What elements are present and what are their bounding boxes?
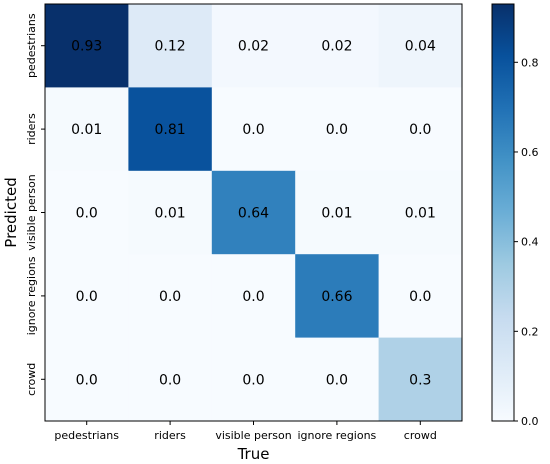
cell-value-label: 0.0 [242, 289, 264, 305]
x-tick-label: visible person [215, 429, 291, 442]
heatmap-cell [295, 170, 380, 255]
heatmap-cell [295, 87, 380, 172]
heatmap-cell [211, 87, 296, 172]
colorbar-tick-label: 0.8 [521, 56, 539, 69]
heatmap-cell [295, 254, 380, 339]
heatmap-cell [378, 254, 463, 339]
heatmap-cells [45, 4, 463, 422]
cell-value-labels: 0.93 0.12 0.02 0.02 0.04 0.01 0.81 0.0 0.0 0.0 0.0… [71, 39, 436, 389]
cell-value-label: 0.01 [155, 206, 186, 222]
cell-value-label: 0.01 [321, 206, 352, 222]
colorbar-tick-label: 0.2 [521, 325, 539, 338]
x-tick-label: ignore regions [297, 429, 376, 442]
y-axis-ticks: pedestrians riders visible person ignore re… [25, 13, 45, 396]
cell-value-label: 0.02 [321, 39, 352, 55]
x-axis-label: True [237, 445, 270, 463]
heatmap-cell [211, 337, 296, 422]
cell-value-label: 0.0 [76, 206, 98, 222]
heatmap-cell [128, 87, 213, 172]
heatmap-cell [295, 337, 380, 422]
heatmap-cell [45, 337, 129, 422]
cell-value-label: 0.0 [326, 372, 348, 388]
x-tick-label: riders [154, 429, 186, 442]
cell-value-label: 0.04 [405, 39, 436, 55]
cell-value-label: 0.02 [238, 39, 269, 55]
heatmap-cell [378, 170, 463, 255]
cell-value-label: 0.64 [238, 206, 269, 222]
cell-value-label: 0.0 [76, 372, 98, 388]
heatmap-cell [211, 4, 296, 88]
cell-value-label: 0.12 [155, 39, 186, 55]
cell-value-label: 0.93 [71, 39, 102, 55]
heatmap-cell [211, 254, 296, 339]
cell-value-label: 0.0 [242, 122, 264, 138]
colorbar-tick-label: 0.4 [521, 236, 539, 249]
cell-value-label: 0.01 [405, 206, 436, 222]
colorbar-tick-label: 0.6 [521, 146, 539, 159]
y-tick-label: riders [25, 113, 38, 145]
y-tick-label: visible person [25, 174, 38, 250]
heatmap-cell [45, 87, 129, 172]
heatmap-cell [45, 254, 129, 339]
colorbar-tick-label: 0.0 [521, 415, 539, 428]
x-tick-label: pedestrians [54, 429, 119, 442]
y-tick-label: ignore regions [25, 256, 38, 335]
heatmap-cell [378, 337, 463, 422]
y-tick-label: crowd [25, 363, 38, 396]
heatmap-cell [211, 170, 296, 255]
heatmap-cell [128, 254, 213, 339]
heatmap-cell [128, 337, 213, 422]
heatmap-cell [378, 4, 463, 88]
cell-value-label: 0.0 [326, 122, 348, 138]
heatmap-cell [128, 170, 213, 255]
y-tick-label: pedestrians [25, 13, 38, 78]
cell-value-label: 0.3 [409, 372, 431, 388]
heatmap-cell [45, 170, 129, 255]
cell-value-label: 0.01 [71, 122, 102, 138]
cell-value-label: 0.0 [76, 289, 98, 305]
cell-value-label: 0.66 [321, 289, 352, 305]
cell-value-label: 0.0 [409, 122, 431, 138]
y-axis-label: Predicted [2, 177, 20, 247]
x-tick-label: crowd [404, 429, 437, 442]
colorbar-ticks: 0.0 0.2 0.4 0.6 0.8 [514, 56, 539, 428]
cell-value-label: 0.81 [155, 122, 186, 138]
colorbar [491, 3, 515, 422]
heatmap-cell [378, 87, 463, 172]
cell-value-label: 0.0 [159, 289, 181, 305]
x-axis-ticks: pedestrians riders visible person ignore re… [54, 421, 437, 442]
cell-value-label: 0.0 [409, 289, 431, 305]
heatmap-cell [128, 4, 213, 88]
cell-value-label: 0.0 [159, 372, 181, 388]
cell-value-label: 0.0 [242, 372, 264, 388]
heatmap-cell [295, 4, 380, 88]
heatmap-cell [45, 4, 129, 88]
